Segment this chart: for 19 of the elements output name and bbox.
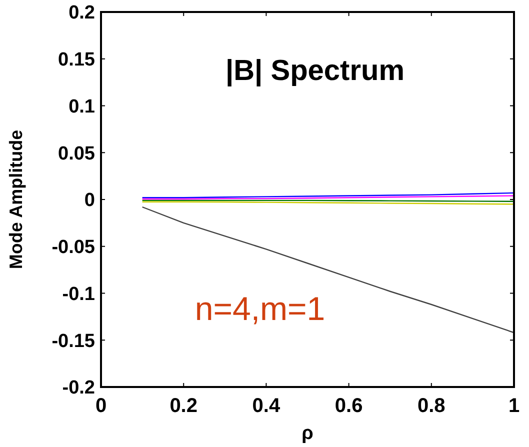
annotation: |B| Spectrum — [226, 55, 404, 87]
y-tick-label: 0 — [84, 190, 95, 212]
y-tick-label: -0.05 — [52, 237, 96, 258]
x-tick-label: 0.8 — [417, 395, 446, 417]
y-axis-title: Mode Amplitude — [6, 130, 26, 270]
x-tick-label: 1 — [508, 395, 520, 417]
x-tick-label: 0.2 — [170, 395, 198, 417]
y-tick-label: 0.15 — [58, 50, 96, 71]
line-series — [142, 206, 515, 334]
y-tick-label: 0.2 — [68, 2, 95, 24]
y-tick-label: 0.1 — [68, 96, 96, 118]
x-tick-label: 0.6 — [334, 395, 363, 417]
annotation: n=4,m=1 — [194, 290, 326, 327]
y-tick-label: -0.1 — [62, 284, 96, 305]
y-tick-label: 0.05 — [58, 143, 96, 164]
x-tick-label: 0.4 — [252, 395, 281, 417]
x-axis-title: ρ — [302, 423, 314, 444]
y-tick-label: -0.2 — [62, 378, 95, 399]
y-tick-label: -0.15 — [52, 330, 96, 352]
